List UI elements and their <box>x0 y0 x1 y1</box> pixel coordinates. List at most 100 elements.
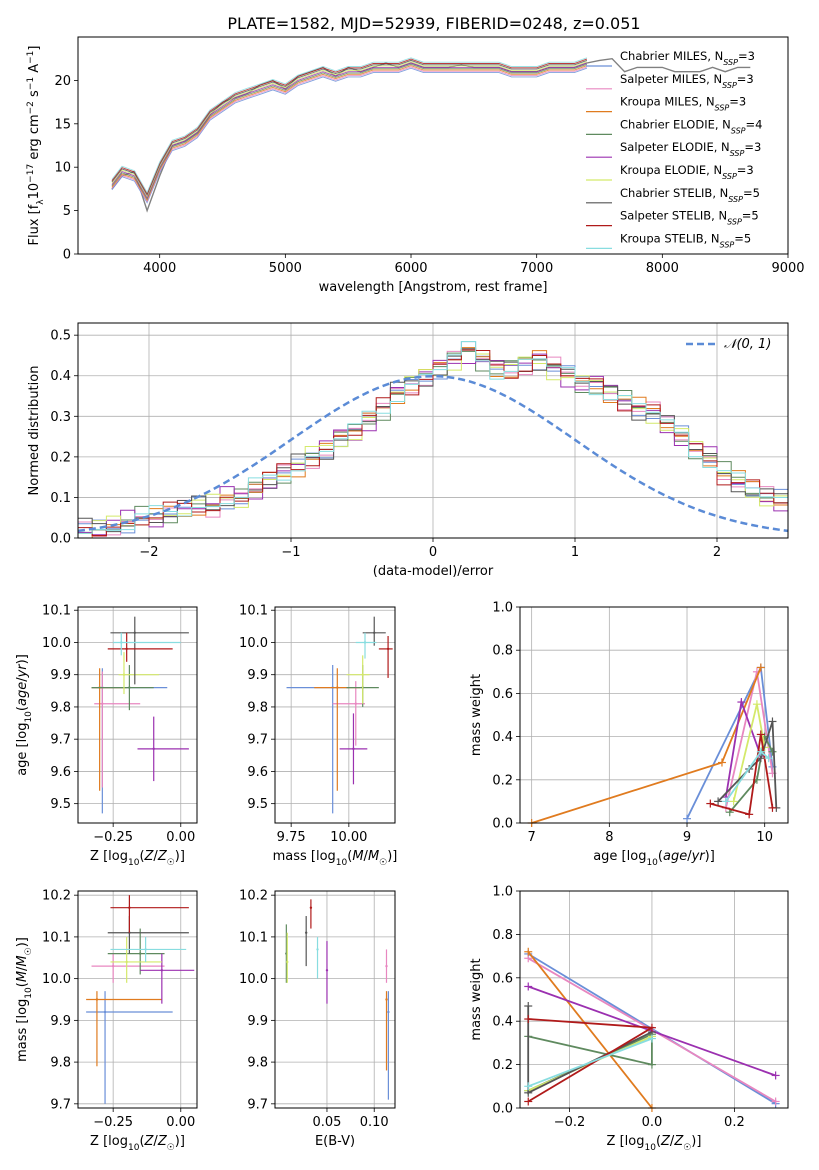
y-tick-label: 0.6 <box>492 971 513 986</box>
y-tick-label: 1.0 <box>492 885 513 900</box>
mass-vs-metallicity-panel: −0.25 0.00 9.7 9.8 9.9 10.0 10.1 10.2 Z [log10(Z… <box>15 889 198 1153</box>
y-tick-label: 9.9 <box>50 668 71 683</box>
y-tick-label: 9.8 <box>50 1056 71 1071</box>
legend-entry: 𝒩(0, 1) <box>724 337 771 352</box>
y-tick-label: 0.4 <box>492 730 513 745</box>
y-tick-label: 0.2 <box>492 1058 513 1073</box>
y-tick-label: 15 <box>54 117 71 132</box>
y-tick-label: 10.2 <box>239 889 268 904</box>
x-axis-label: wavelength [Angstrom, rest frame] <box>319 280 548 295</box>
y-tick-label: 9.9 <box>247 1014 268 1029</box>
y-tick-label: 0.0 <box>492 817 513 832</box>
y-tick-label: 0.3 <box>50 410 71 425</box>
data-point <box>128 906 131 909</box>
y-axis-label: Normed distribution <box>27 366 42 496</box>
axes-frame <box>274 606 396 824</box>
axes-frame <box>77 322 789 539</box>
y-tick-label: 0.4 <box>492 1015 513 1030</box>
axes-frame <box>519 890 789 1109</box>
y-tick-label: 10 <box>54 161 71 176</box>
y-tick-label: 10.2 <box>42 889 71 904</box>
data-point <box>95 998 99 1001</box>
weight-line <box>527 951 653 1109</box>
data-point <box>139 952 142 955</box>
legend-subscript: SSP <box>728 194 743 203</box>
axes-frame <box>77 890 198 1109</box>
y-axis-label: mass [log10(M/M☉)] <box>15 937 34 1062</box>
gaussian-curve <box>78 374 788 533</box>
spectrum-legend: Chabrier MILES, NSSP=3 Salpeter MILES, NS… <box>586 49 762 249</box>
data-point <box>120 641 123 644</box>
x-tick-label: 5000 <box>269 261 302 276</box>
legend-entry: Salpeter STELIB, NSSP=5 <box>620 209 759 227</box>
axes-frame <box>77 606 198 824</box>
data-point <box>361 673 364 676</box>
y-tick-label: 9.7 <box>247 733 268 748</box>
y-tick-label: 9.6 <box>50 765 71 780</box>
data-point <box>325 969 329 972</box>
data-point <box>125 960 128 964</box>
x-axis-label: Z [log10(Z/Z☉)] <box>90 849 185 868</box>
data-point <box>373 631 376 634</box>
legend-entry: Chabrier MILES, NSSP=3 <box>620 49 755 67</box>
mass-weight-vs-age-panel: 7 8 9 10 0.0 0.2 0.4 0.6 0.8 1.0 mass weight age [l… <box>469 601 789 868</box>
weight-line <box>710 734 774 816</box>
x-axis-label: E(B-V) <box>315 1134 355 1149</box>
x-tick-label: −0.25 <box>93 1115 133 1130</box>
axes-frame <box>77 36 789 255</box>
y-tick-label: 9.6 <box>247 765 268 780</box>
data-point <box>386 647 390 651</box>
x-axis-label: age [log10(age/yr)] <box>593 849 715 868</box>
data-point <box>111 964 115 968</box>
x-tick-label: −1 <box>281 545 300 560</box>
x-tick-label: 0.2 <box>724 1115 745 1130</box>
residual-histogram-panel: −2 −1 0 1 2 0.0 0.1 0.2 0.3 0.4 0.5 (data-model)/er… <box>27 322 789 579</box>
spectrum-model-line <box>111 57 588 194</box>
mass-vs-extinction-panel: 0.05 0.10 9.7 9.8 9.9 10.0 10.1 10.2 E(B-V) <box>239 889 396 1149</box>
mass-weight-vs-metallicity-panel: −0.2 0.0 0.2 0.0 0.2 0.4 0.6 0.8 1.0 mass weight Z… <box>469 885 789 1153</box>
data-point <box>144 948 147 951</box>
legend-subscript: SSP <box>730 149 745 158</box>
spectrum-model-line <box>111 62 588 199</box>
x-tick-label: −0.2 <box>554 1115 586 1130</box>
data-point <box>336 686 339 689</box>
legend-value: =5 <box>734 231 751 245</box>
y-tick-label: 10.1 <box>239 930 268 945</box>
x-axis-label: mass [log10(M/M☉)] <box>273 849 398 868</box>
legend-entry: Kroupa MILES, NSSP=3 <box>620 95 746 113</box>
y-tick-label: 0.6 <box>492 687 513 702</box>
spectrum-model-line <box>111 65 588 202</box>
x-tick-label: 7000 <box>520 261 553 276</box>
data-point <box>385 964 388 968</box>
data-point <box>152 747 155 751</box>
x-tick-label: 8000 <box>646 261 679 276</box>
y-tick-label: 0 <box>63 248 71 263</box>
legend-entry: Salpeter MILES, NSSP=3 <box>620 72 754 90</box>
y-tick-label: 9.5 <box>247 797 268 812</box>
x-tick-label: 0.0 <box>642 1115 663 1130</box>
y-tick-label: 9.9 <box>50 1014 71 1029</box>
data-point <box>101 702 104 705</box>
axes-frame <box>274 890 396 1109</box>
x-tick-label: 0 <box>429 545 437 560</box>
y-tick-label: 0.0 <box>50 532 71 547</box>
x-tick-label: 6000 <box>394 261 427 276</box>
x-tick-label: 10.00 <box>330 830 367 845</box>
x-tick-label: 1 <box>571 545 579 560</box>
y-tick-label: 9.7 <box>50 733 71 748</box>
y-tick-label: 10.0 <box>239 636 268 651</box>
legend-subscript: SSP <box>722 80 737 89</box>
y-axis-label: age [log10(age/yr)] <box>15 654 34 776</box>
x-tick-label: 8 <box>605 830 613 845</box>
legend-subscript: SSP <box>715 103 730 112</box>
spectrum-model-line <box>111 63 588 200</box>
spectrum-model-line <box>111 58 588 195</box>
y-tick-label: 9.8 <box>50 700 71 715</box>
y-tick-label: 0.0 <box>492 1102 513 1117</box>
y-tick-label: 5 <box>63 204 71 219</box>
y-tick-label: 10.0 <box>42 636 71 651</box>
data-point <box>385 998 388 1001</box>
y-tick-label: 9.7 <box>247 1097 268 1112</box>
data-point <box>160 969 164 972</box>
legend-entry: Salpeter ELODIE, NSSP=3 <box>620 140 761 158</box>
